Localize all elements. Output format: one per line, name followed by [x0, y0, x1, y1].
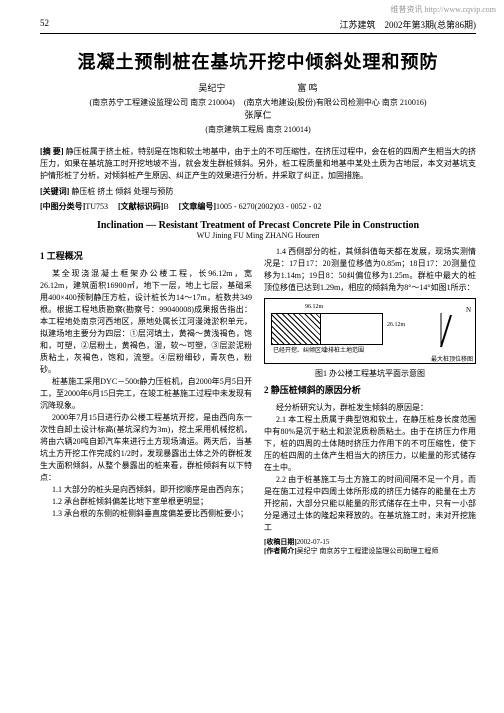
fig-label: 最大桩顶位移图 [431, 356, 473, 365]
keywords-text: 静压桩 挤土 倾斜 处理与预防 [71, 187, 173, 196]
page-number: 52 [40, 18, 49, 31]
sub-1-3: 1.3 承台根的东侧的桩侧斜垂直度偏差要比西侧桩要小； [40, 508, 252, 520]
sub-2-2: 2.2 由于桩基施工与土方施工的时间间隔不足一个月，而是在施工过程中四周土体所形… [264, 474, 476, 534]
para-1-1: 某全现浇混凝土框架办公楼工程，长96.12m，宽26.12m，建筑面积16900… [40, 268, 252, 376]
fig-note-1: 已经开挖、纠倾区域 [273, 347, 327, 356]
journal-issue: 江苏建筑 2002年第3期(总第86期) [339, 18, 476, 31]
fig-note-2: 2排桩土地范围 [325, 347, 364, 356]
section-2-heading: 2 静压桩倾斜的原因分析 [264, 384, 476, 398]
author-3: 张厚仁 [244, 110, 271, 120]
affiliation-2: (南京大地建设(股份)有限公司检测中心 南京 210016) [244, 98, 427, 107]
sub-2-1: 2.1 本工程土质属于典型饱和软土，在静压桩身长度范围中有80%是沉于粘土和淤泥… [264, 414, 476, 474]
article-title: 混凝土预制桩在基坑开挖中倾斜处理和预防 [40, 48, 476, 74]
author-2: 富 鸣 [297, 83, 317, 93]
left-column: 1 工程概况 某全现浇混凝土框架办公楼工程，长96.12m，宽26.12m，建筑… [40, 246, 252, 557]
keywords-label: [关键词] [40, 187, 69, 196]
para-2-intro: 经分析研究认为，群桩发生倾斜的原因是： [264, 402, 476, 414]
section-1-heading: 1 工程概况 [40, 250, 252, 264]
page-header: 52 江苏建筑 2002年第3期(总第86期) [40, 18, 476, 34]
clc-label: [中图分类号] [40, 202, 85, 211]
page: 维普资讯 http://www.cqvip.com 52 江苏建筑 2002年第… [0, 0, 504, 713]
affiliation-1: (南京苏宁工程建设监理公司 南京 210004) [90, 98, 235, 107]
abstract: [摘 要] 静压桩属于挤土桩，特别是在饱和软土地基中，由于土的不可压缩性，在挤压… [40, 146, 476, 182]
fig-dim-w: 96.12m [305, 303, 323, 312]
content-area: 52 江苏建筑 2002年第3期(总第86期) 混凝土预制桩在基坑开挖中倾斜处理… [0, 0, 504, 573]
footer-meta: [收稿日期]2002-07-15 [作者简介]吴纪宁 南京苏宁工程建设监理公司助… [264, 538, 476, 558]
fig-rect-hatched [271, 313, 321, 345]
sub-1-4: 1.4 西侧部分的桩，其倾斜值每天都在发展，现场实测情况是：17日17：20测量… [264, 246, 476, 294]
abstract-text: 静压桩属于挤土桩，特别是在饱和软土地基中，由于土的不可压缩性，在挤压过程中，会在… [40, 147, 476, 180]
figure-1: 96.12m 26.12m 已经开挖、纠倾区域 2排桩土地范围 N 最大桩顶位移… [264, 298, 476, 364]
receive-date-label: [收稿日期] [264, 538, 297, 546]
fig-dim-h: 26.12m [387, 321, 405, 330]
author-1: 吴纪宁 [198, 83, 225, 93]
art-label: [文章编号] [179, 202, 216, 211]
pile-tilt-icon [427, 309, 455, 349]
classification-line: [中图分类号]TU753 [文献标识码]B [文章编号]1005 - 6270(… [40, 201, 476, 212]
sub-1-2: 1.2 承台群桩倾斜偏差比地下室单根更明显； [40, 496, 252, 508]
affiliation-3: (南京建筑工程局 南京 210014) [205, 125, 310, 134]
author-block: 吴纪宁 富 鸣 (南京苏宁工程建设监理公司 南京 210004) (南京大地建设… [40, 82, 476, 136]
two-column-body: 1 工程概况 某全现浇混凝土框架办公楼工程，长96.12m，宽26.12m，建筑… [40, 246, 476, 557]
author-bio-label: [作者简介] [264, 547, 297, 555]
sub-1-1: 1.1 大部分的桩头是向西倾斜，即开挖顺序是由西向东； [40, 484, 252, 496]
english-title: Inclination — Resistant Treatment of Pre… [40, 220, 476, 231]
english-authors: WU Jining FU Ming ZHANG Houren [40, 231, 476, 240]
north-arrow-icon: N [466, 305, 471, 316]
watermark: 维普资讯 http://www.cqvip.com [391, 4, 496, 15]
figure-1-caption: 图1 办公楼工程基坑平面示意图 [264, 368, 476, 380]
keywords: [关键词] 静压桩 挤土 倾斜 处理与预防 [40, 186, 476, 197]
doc-label: [文献标识码] [118, 202, 163, 211]
para-1-3: 2000年7月15日进行办公楼工程基坑开挖，是由西向东一次性自卸土设计标高(基坑… [40, 412, 252, 484]
para-1-2: 桩基施工采用DYC－500t静力压桩机，自2000年5月5日开工，至2000年6… [40, 376, 252, 412]
right-column: 1.4 西侧部分的桩，其倾斜值每天都在发展，现场实测情况是：17日17：20测量… [264, 246, 476, 557]
abstract-label: [摘 要] [40, 147, 64, 156]
